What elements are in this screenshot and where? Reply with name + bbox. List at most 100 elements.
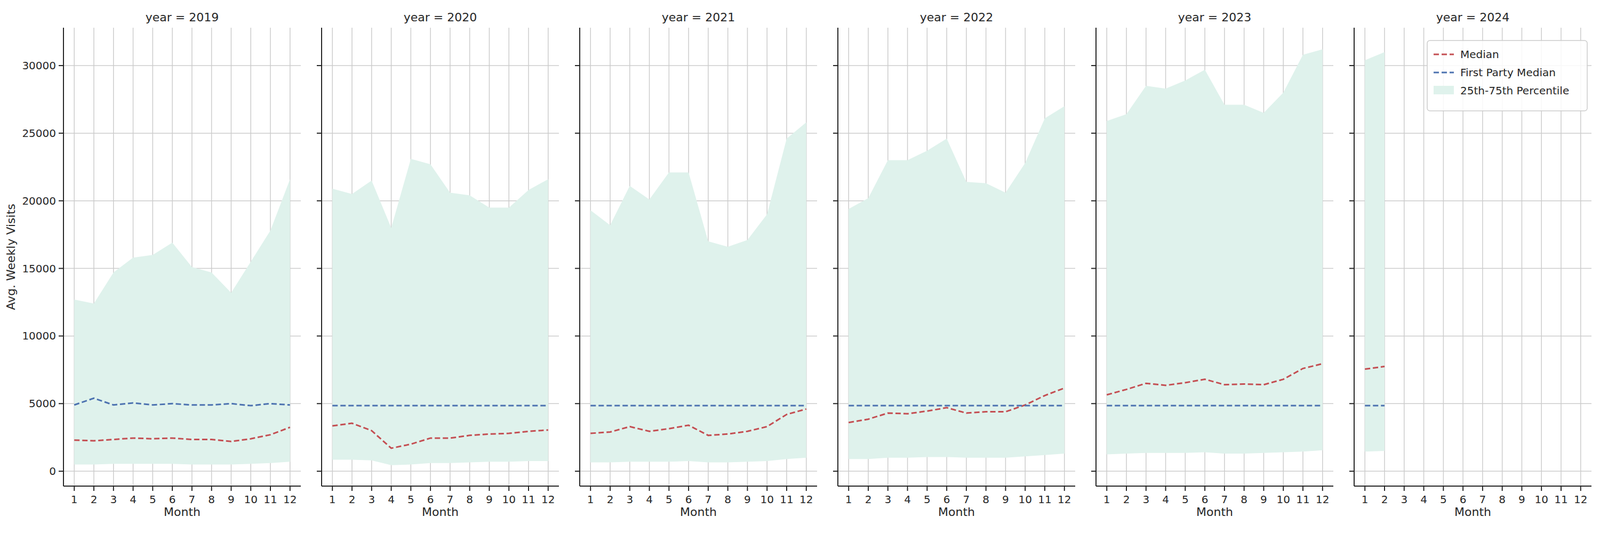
x-tick	[805, 486, 807, 492]
x-tick-label: 10	[1276, 493, 1290, 507]
x-tick-label: 12	[283, 493, 297, 507]
grid-line	[1423, 27, 1425, 487]
x-tick	[331, 486, 333, 492]
series-line	[848, 388, 1065, 423]
x-tick-label: 9	[1518, 493, 1526, 507]
panel-title: year = 2024	[1436, 10, 1510, 24]
y-tick	[316, 200, 322, 202]
x-tick-label: 6	[685, 493, 693, 507]
x-tick-label: 11	[779, 493, 794, 507]
y-tick	[58, 470, 64, 472]
x-axis-label: Month	[163, 505, 201, 519]
x-tick-label: 8	[1240, 493, 1248, 507]
series-line	[74, 398, 291, 406]
x-tick-label: 10	[501, 493, 516, 507]
x-tick-label: 8	[982, 493, 990, 507]
x-tick	[1403, 486, 1405, 492]
grid-line	[1354, 403, 1592, 405]
y-axis-line	[1095, 27, 1097, 487]
x-tick-label: 12	[1315, 493, 1330, 507]
x-tick	[93, 486, 95, 492]
panel-title: year = 2023	[1178, 10, 1252, 24]
grid-line	[321, 132, 559, 134]
x-tick	[547, 486, 549, 492]
x-tick-label: 12	[1573, 493, 1588, 507]
y-tick-label: 0	[49, 465, 56, 478]
legend-label: 25th-75th Percentile	[1460, 84, 1570, 98]
x-axis-label: Month	[1196, 505, 1234, 519]
y-tick	[58, 403, 64, 405]
y-tick-label: 10000	[21, 329, 56, 343]
x-tick	[1064, 486, 1066, 492]
percentile-band	[590, 122, 807, 463]
series-line	[590, 409, 807, 436]
y-tick	[1091, 200, 1096, 202]
x-tick	[132, 486, 134, 492]
x-tick	[1462, 486, 1464, 492]
x-tick-label: 12	[1057, 493, 1071, 507]
y-tick	[316, 268, 322, 270]
x-tick	[449, 486, 451, 492]
x-tick	[410, 486, 412, 492]
x-tick-label: 11	[1296, 493, 1310, 507]
series-line	[1106, 405, 1323, 407]
x-tick	[1243, 486, 1245, 492]
x-tick	[469, 486, 471, 492]
x-tick	[1204, 486, 1206, 492]
y-tick	[574, 65, 580, 67]
legend-label: First Party Median	[1460, 66, 1556, 79]
x-tick	[688, 486, 690, 492]
y-tick	[58, 200, 64, 202]
x-tick	[629, 486, 631, 492]
percentile-band	[1364, 52, 1385, 453]
y-tick	[574, 335, 580, 337]
x-tick	[1004, 486, 1006, 492]
x-tick	[926, 486, 928, 492]
x-tick-label: 4	[129, 493, 137, 507]
x-tick-label: 3	[368, 493, 375, 507]
x-tick	[1125, 486, 1127, 492]
x-tick	[351, 486, 353, 492]
percentile-band	[1106, 49, 1323, 455]
x-tick-label: 1	[70, 493, 78, 507]
y-axis-line	[62, 27, 64, 487]
x-tick	[786, 486, 788, 492]
x-tick	[1106, 486, 1108, 492]
y-tick-label: 20000	[21, 194, 56, 208]
x-tick	[250, 486, 252, 492]
panel-title: year = 2021	[661, 10, 736, 24]
x-tick-label: 8	[466, 493, 474, 507]
x-axis-line	[1096, 485, 1334, 487]
x-tick	[1165, 486, 1167, 492]
grid-line	[63, 65, 301, 67]
y-tick	[58, 65, 64, 67]
x-axis-label: Month	[1454, 505, 1492, 519]
x-tick-label: 4	[387, 493, 395, 507]
y-tick	[1349, 268, 1355, 270]
y-tick	[316, 403, 322, 405]
data-group	[332, 158, 549, 466]
x-tick	[73, 486, 75, 492]
percentile-band	[332, 158, 549, 466]
x-tick	[1482, 486, 1484, 492]
y-tick	[833, 132, 838, 134]
x-tick-label: 4	[904, 493, 911, 507]
x-tick-label: 1	[1361, 493, 1369, 507]
grid-line	[1354, 336, 1592, 338]
y-tick	[58, 132, 64, 134]
x-tick	[1224, 486, 1226, 492]
series-line	[332, 405, 549, 407]
x-tick	[1580, 486, 1582, 492]
y-tick	[833, 403, 838, 405]
panel: year = 201905000100001500020000250003000…	[21, 10, 301, 519]
y-tick-label: 25000	[21, 126, 56, 140]
x-tick-label: 6	[169, 493, 176, 507]
grid-line	[1354, 268, 1592, 270]
grid-line	[321, 470, 559, 472]
x-tick-label: 6	[1459, 493, 1467, 507]
x-tick	[707, 486, 709, 492]
x-tick-label: 7	[1221, 493, 1229, 507]
x-tick-label: 2	[865, 493, 872, 507]
grid-line	[63, 470, 301, 472]
x-tick	[191, 486, 193, 492]
